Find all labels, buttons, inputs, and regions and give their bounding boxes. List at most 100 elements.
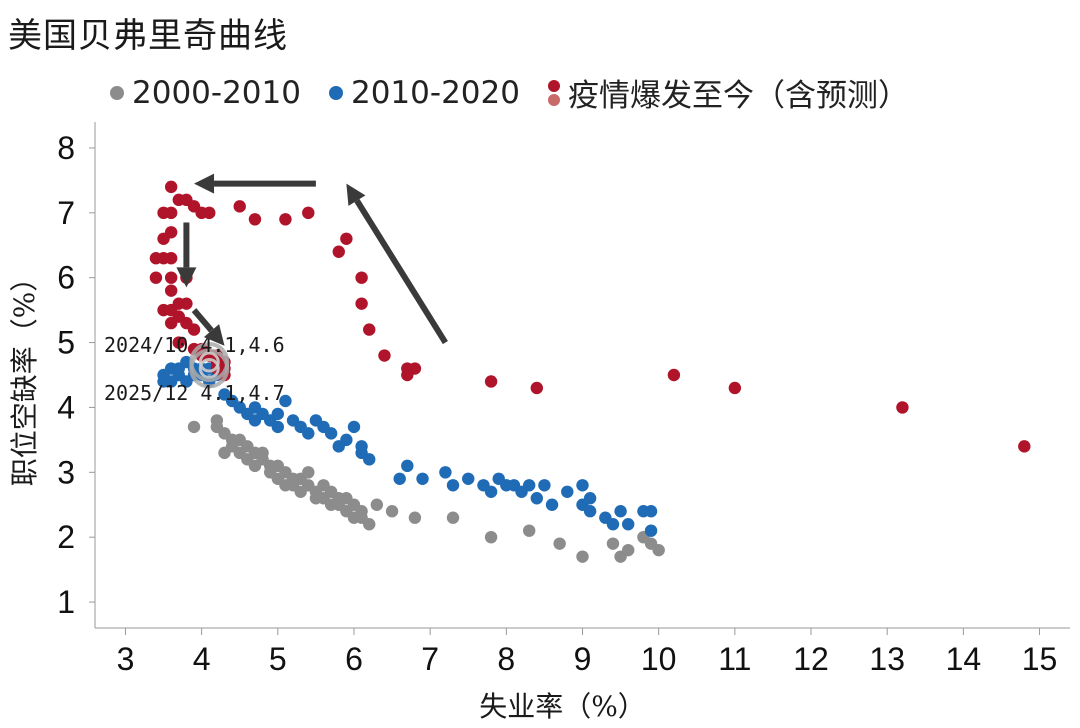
- point-pandemic: [172, 193, 185, 207]
- annotation-2025-12: 2025/12 4.1,4.7: [104, 381, 285, 405]
- point-2000-2010: [622, 543, 635, 557]
- point-pandemic: [157, 232, 170, 245]
- point-pandemic: [164, 271, 178, 284]
- trend-arrow-head: [176, 267, 197, 288]
- point-2000-2010: [652, 543, 665, 557]
- y-axis-title: 职位空缺率（%）: [8, 264, 41, 487]
- point-2010-2020: [446, 479, 460, 492]
- point-2010-2020: [583, 505, 597, 518]
- point-pandemic: [187, 323, 201, 336]
- point-2010-2020: [271, 420, 285, 434]
- point-2000-2010: [385, 505, 399, 518]
- point-2010-2020: [462, 472, 475, 485]
- point-2000-2010: [256, 446, 269, 460]
- chart-legend: 2000-2010 2010-2020 疫情爆发至今（含预测）: [110, 70, 937, 115]
- point-pandemic: [728, 381, 742, 395]
- y-tick-label: 5: [57, 325, 75, 361]
- point-2000-2010: [576, 550, 589, 563]
- point-pandemic: [340, 232, 353, 245]
- y-tick-label: 1: [57, 584, 75, 620]
- point-2010-2020: [393, 472, 406, 485]
- point-2010-2020: [561, 485, 574, 498]
- point-2010-2020: [401, 459, 414, 473]
- point-pandemic: [248, 213, 262, 226]
- point-2010-2020: [622, 518, 635, 531]
- point-2000-2010: [302, 466, 315, 479]
- point-2010-2020: [439, 466, 452, 479]
- y-tick-label: 3: [57, 454, 75, 490]
- point-pandemic: [401, 362, 414, 375]
- point-pandemic: [378, 349, 391, 362]
- x-tick-label: 12: [793, 641, 829, 677]
- x-tick-label: 11: [718, 641, 751, 677]
- point-pandemic: [233, 200, 246, 213]
- x-tick-label: 7: [421, 641, 439, 677]
- point-pandemic: [164, 206, 178, 220]
- legend-marker-2000-2010: [110, 85, 124, 100]
- point-pandemic: [164, 180, 178, 194]
- y-tick-label: 8: [57, 130, 75, 166]
- y-tick-label: 7: [57, 195, 75, 231]
- point-pandemic: [1018, 440, 1031, 453]
- point-pandemic: [149, 252, 163, 265]
- point-2010-2020: [530, 492, 543, 505]
- x-tick-label: 15: [1022, 641, 1058, 677]
- point-2000-2010: [210, 414, 224, 427]
- x-tick-label: 3: [117, 641, 135, 677]
- point-2010-2020: [538, 479, 551, 492]
- point-2010-2020: [606, 518, 620, 531]
- point-2010-2020: [545, 498, 559, 511]
- point-2010-2020: [644, 524, 658, 537]
- point-2010-2020: [271, 407, 285, 421]
- point-pandemic: [530, 381, 543, 395]
- point-pandemic: [896, 401, 909, 414]
- point-pandemic: [667, 368, 681, 382]
- point-2010-2020: [576, 479, 589, 492]
- point-pandemic: [279, 213, 292, 226]
- point-2000-2010: [408, 511, 422, 524]
- point-pandemic: [149, 271, 163, 284]
- highlight-ring: [189, 342, 230, 383]
- point-2010-2020: [522, 479, 536, 492]
- legend-item-2000-2010: 2000-2010: [110, 75, 301, 111]
- trend-arrow-shaft: [354, 199, 448, 345]
- legend-marker-pandemic-top: [547, 79, 560, 92]
- point-2000-2010: [187, 420, 201, 434]
- point-2010-2020: [302, 427, 315, 440]
- point-2010-2020: [583, 492, 597, 505]
- x-tick-label: 5: [269, 641, 287, 677]
- point-2000-2010: [553, 537, 566, 550]
- point-2000-2010: [363, 518, 376, 531]
- point-pandemic: [172, 336, 185, 349]
- trend-arrow-head: [194, 173, 215, 194]
- chart-title: 美国贝弗里奇曲线: [8, 16, 288, 56]
- x-tick-label: 14: [946, 641, 982, 677]
- y-tick-label: 4: [57, 389, 75, 425]
- legend-marker-2010-2020: [328, 85, 343, 100]
- point-2000-2010: [522, 524, 536, 537]
- point-2010-2020: [279, 394, 292, 408]
- highlight-ring-inner: [198, 351, 220, 373]
- point-2010-2020: [347, 420, 361, 434]
- point-pandemic: [355, 297, 368, 310]
- point-2000-2010: [370, 498, 384, 511]
- legend-label-2010-2020: 2010-2020: [350, 74, 520, 111]
- x-tick-label: 9: [574, 641, 592, 677]
- y-tick-label: 6: [57, 260, 75, 296]
- legend-marker-pandemic-bottom: [547, 93, 560, 106]
- point-pandemic: [180, 297, 193, 310]
- x-axis-title: 失业率（%）: [479, 690, 646, 723]
- point-pandemic: [164, 284, 178, 297]
- x-tick-label: 6: [345, 641, 363, 677]
- point-2010-2020: [340, 433, 353, 447]
- legend-marker-pandemic: [547, 79, 560, 107]
- point-pandemic: [302, 206, 315, 220]
- trend-arrow-head: [203, 324, 225, 346]
- x-tick-label: 8: [497, 641, 515, 677]
- point-2010-2020: [644, 505, 658, 518]
- point-2000-2010: [606, 537, 620, 550]
- point-pandemic: [164, 252, 178, 265]
- point-2010-2020: [324, 427, 338, 440]
- highlight-ring-inner: [198, 358, 220, 380]
